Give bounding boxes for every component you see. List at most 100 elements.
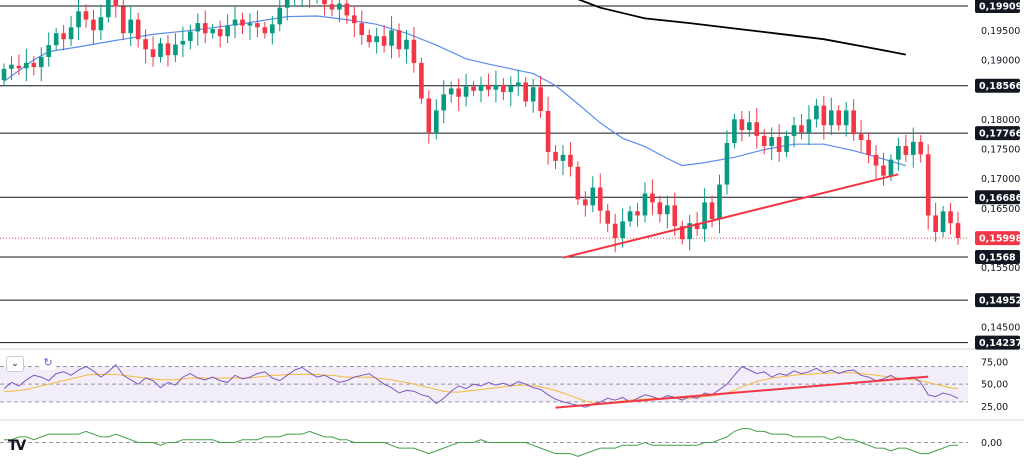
level-badge [975,190,1020,205]
candle-body [471,86,476,91]
candle-body [955,223,961,238]
candle-body [478,84,484,91]
rsi-tick-label: 25,00 [981,402,1008,413]
candle-body [612,223,618,238]
candle-body [523,82,529,102]
candle-body [188,31,193,41]
candle-body [113,0,119,7]
candle-body [858,134,864,141]
candle-body [98,17,104,31]
candle-body [351,15,357,24]
price-tick-label: 0,18000 [981,115,1020,126]
candle-body [650,193,655,203]
candle-body [821,105,827,126]
candle-body [411,39,417,63]
ma-slow-line [577,0,906,56]
candle-body [396,30,402,50]
candle-body [255,23,260,28]
candle-body [225,25,230,37]
candle-body [106,0,111,18]
candle-body [620,221,625,238]
level-badge [975,335,1020,350]
candle-body [217,29,223,37]
level-badge-label: 0,18566 [979,81,1023,92]
candle-body [635,211,640,216]
candle-body [1,68,7,81]
candle-body [76,11,81,28]
candle-body [262,27,268,34]
candle-body [24,62,29,69]
candle-body [359,23,365,36]
price-trendline [562,173,899,259]
candle-body [68,27,74,40]
candle-body [9,64,14,69]
level-badge-label: 0,1568 [979,252,1016,263]
candle-body [150,49,156,57]
candle-body [195,23,201,32]
level-badge [975,78,1020,93]
candle-body [448,88,454,95]
candle-body [799,125,804,133]
level-badge [975,126,1020,141]
candle-body [575,166,581,200]
candle-body [665,205,670,215]
candle-body [120,6,126,34]
candle-body [31,62,37,68]
candle-body [61,33,66,40]
current-price-label: 0,15998 [979,234,1023,245]
candle-body [247,23,253,26]
candle-body [627,211,633,222]
candle-body [679,226,685,240]
candle-body [724,143,730,185]
price-tick-label: 0,15500 [981,263,1020,274]
horizontal-levels [0,5,968,344]
candle-body [873,154,879,166]
candle-body [501,84,506,92]
price-axis: 0,200000,195000,190000,180000,175000,170… [975,0,1023,350]
candle-body [717,184,722,219]
candle-body [709,202,715,219]
candle-body [270,24,275,34]
candle-body [366,35,372,43]
price-tick-label: 0,19500 [981,26,1020,37]
candle-body [158,43,163,57]
candle-body [851,110,856,135]
tradingview-logo: TV [8,438,26,454]
ma-fast-line [3,15,906,167]
candle-body [560,154,566,161]
momentum-pane: 0,00 [0,428,1002,457]
momentum-line [4,428,958,457]
candle-body [404,39,409,50]
level-badge [975,0,1020,13]
rsi-tick-label: 75,00 [981,358,1008,369]
level-badge-label: 0,16686 [979,193,1023,204]
candle-body [784,135,789,152]
candle-body [284,0,290,8]
rsi-pane: 75,00 50,00 25,00 [0,358,1008,413]
candle-body [419,62,424,99]
price-tick-label: 0,16500 [981,204,1020,215]
indicator-settings-icon[interactable]: ↻ [40,356,56,370]
candle-body [642,193,648,216]
candle-body [180,40,186,45]
candle-body [210,29,215,34]
candle-body [240,19,245,26]
candle-body [53,33,59,46]
collapse-pane-button[interactable]: ⌄ [6,356,24,372]
candle-body [843,110,849,126]
candle-body [814,105,819,120]
candle-body [515,82,521,87]
candle-body [322,0,327,5]
candle-body [426,98,432,133]
candle-body [202,23,208,34]
candle-body [672,205,678,227]
candle-body [694,223,700,230]
candle-body [747,122,752,130]
candle-body [776,137,782,152]
level-badge [975,249,1020,264]
price-tick-label: 0,17500 [981,144,1020,155]
price-tick-label: 0,17000 [981,174,1020,185]
momentum-tick-label: 0,00 [981,438,1002,449]
candle-body [583,199,588,206]
